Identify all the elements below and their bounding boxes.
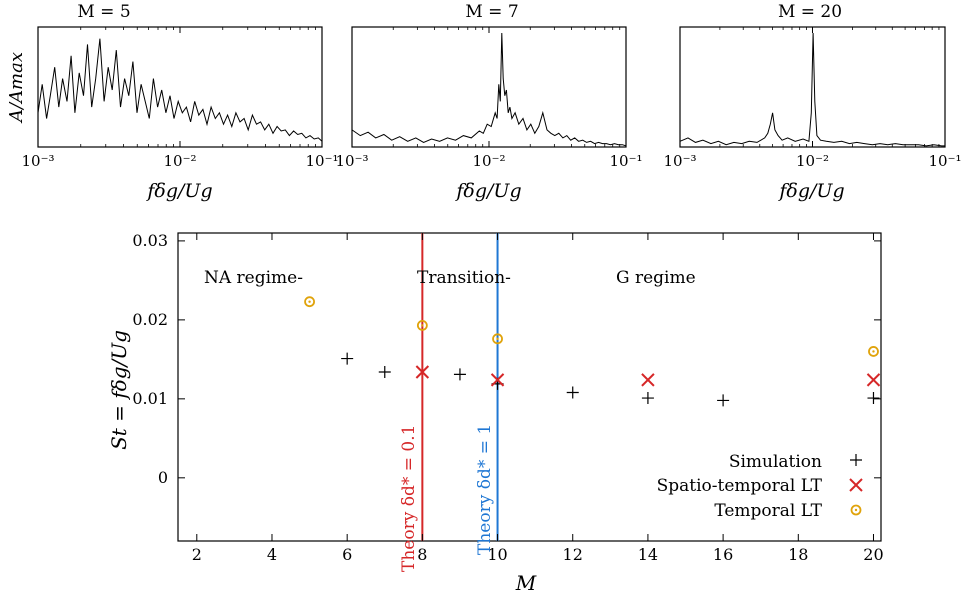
temporal-point: [868, 346, 879, 357]
panel-m5-xticks: 10⁻³ 10⁻² 10⁻¹: [21, 27, 339, 170]
st-plot-frame: [177, 232, 882, 542]
panel-m5-xlabel: fδg/Ug: [145, 180, 212, 202]
theory-line-label-blue: Theory δd* = 1: [475, 424, 495, 555]
x-tick-label: 6: [342, 545, 352, 564]
marker-dot: [854, 508, 858, 512]
temporal-point: [304, 296, 315, 308]
marker-ring: [416, 319, 428, 331]
x-tick-label: 18: [788, 545, 808, 564]
x-tick-label: 12: [563, 545, 583, 564]
panel-m7-spectrum-line: [351, 32, 627, 147]
spatio-temporal-point: [641, 373, 655, 387]
marker-dot: [308, 300, 311, 303]
region-label-g: G regime: [616, 268, 696, 288]
x-tick-label: 16: [713, 545, 733, 564]
panel-m20-title: M = 20: [778, 2, 842, 22]
simulation-point: [867, 392, 880, 405]
xtick-label: 10⁻³: [21, 152, 54, 170]
legend-markers: [849, 454, 863, 516]
panel-m5-ylabel: A/Amax: [6, 52, 27, 124]
marker-dot: [496, 337, 499, 341]
x-tick-label: 4: [267, 545, 277, 564]
panel-m7-frame: [351, 26, 627, 148]
spatio-temporal-point: [866, 373, 881, 387]
region-label-na: NA regime-: [204, 268, 303, 288]
y-tick-label: 0.03: [132, 231, 168, 250]
marker-ring: [850, 504, 862, 516]
st-legend: Simulation Spatio-temporal LT Temporal L…: [657, 452, 863, 521]
y-tick-label: 0: [158, 468, 168, 487]
region-label-transition: Transition-: [417, 268, 511, 288]
y-tick-label: 0.01: [132, 389, 168, 408]
legend-temporal-point: [850, 504, 862, 516]
marker-ring: [492, 333, 503, 345]
xtick-label: 10⁻²: [163, 152, 196, 170]
panel-m7-xticks: 10⁻³ 10⁻² 10⁻¹: [335, 27, 643, 170]
theory-line-label-red: Theory δd* = 0.1: [399, 425, 419, 572]
spatio-temporal-point: [415, 365, 430, 379]
legend-label-simulation: Simulation: [729, 452, 822, 472]
xtick-label: 10⁻³: [663, 152, 696, 170]
st-data-points: [304, 296, 881, 407]
x-tick-label: 20: [863, 545, 883, 564]
xtick-label: 10⁻¹: [928, 152, 961, 170]
panel-m5-spectrum-line: [37, 38, 323, 142]
panel-m20-xlabel: fδg/Ug: [777, 180, 844, 202]
legend-label-spatio-temporal: Spatio-temporal LT: [657, 476, 823, 496]
panel-m5: M = 5 10⁻³ 10⁻² 10⁻¹ fδg/Ug A/Amax: [6, 2, 339, 202]
panel-st: 2 4 6 8 10 12 14 16 18 20 0 0.01 0.02 0.03 NA regime-…: [107, 231, 884, 595]
simulation-point: [453, 368, 466, 381]
x-tick-label: 2: [192, 545, 202, 564]
marker-ring: [868, 346, 879, 357]
legend-label-temporal: Temporal LT: [714, 501, 822, 521]
panel-m5-title: M = 5: [77, 2, 130, 22]
simulation-point: [641, 392, 654, 405]
st-ylabel: St = fδg/Ug: [107, 330, 131, 450]
x-tick-label: 10: [487, 545, 507, 564]
st-xlabel: M: [515, 571, 537, 595]
panel-m7: M = 7 10⁻³ 10⁻² 10⁻¹ fδg/Ug: [335, 2, 642, 202]
simulation-point: [341, 352, 354, 365]
panel-m7-xlabel: fδg/Ug: [454, 180, 521, 202]
xtick-label: 10⁻²: [472, 152, 505, 170]
temporal-point: [492, 333, 503, 345]
st-axis-ticks: 2 4 6 8 10 12 14 16 18 20 0 0.01 0.02 0.03: [132, 231, 883, 564]
panel-m20: M = 20 10⁻³ 10⁻² 10⁻¹ fδg/Ug: [663, 2, 961, 202]
x-tick-label: 14: [638, 545, 658, 564]
legend-spatio-temporal-point: [849, 478, 863, 492]
xtick-label: 10⁻¹: [609, 152, 642, 170]
simulation-point: [378, 365, 391, 378]
simulation-point: [566, 386, 579, 399]
simulation-point: [717, 394, 730, 407]
panel-m7-title: M = 7: [465, 2, 518, 22]
panel-m20-spectrum-line: [679, 32, 945, 147]
marker-ring: [304, 296, 315, 308]
y-tick-label: 0.02: [132, 310, 168, 329]
marker-dot: [872, 350, 875, 353]
xtick-label: 10⁻¹: [305, 152, 338, 170]
legend-simulation-point: [850, 454, 862, 466]
temporal-point: [416, 319, 428, 331]
xtick-label: 10⁻³: [335, 152, 368, 170]
xtick-label: 10⁻²: [796, 152, 829, 170]
x-tick-label: 8: [417, 545, 427, 564]
panel-m20-xticks: 10⁻³ 10⁻² 10⁻¹: [663, 27, 962, 170]
marker-dot: [421, 324, 424, 327]
spatio-temporal-point: [490, 373, 505, 387]
